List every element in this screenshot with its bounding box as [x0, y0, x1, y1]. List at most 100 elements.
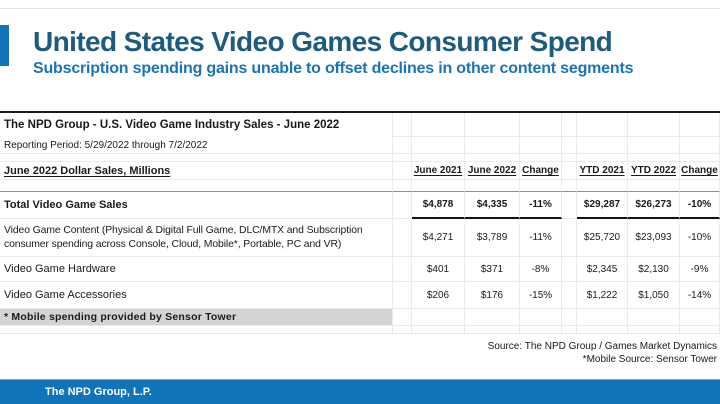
- empty-cell: [562, 154, 577, 162]
- value-hardware-june-2022: $371: [465, 257, 520, 282]
- empty-cell: [562, 162, 577, 180]
- empty-cell: [680, 326, 720, 334]
- value-content-ytd-2021: $25,720: [577, 219, 628, 257]
- value-content-june-2021: $4,271: [412, 219, 465, 257]
- empty-cell: [412, 309, 465, 326]
- value-total-change-ytd: -10%: [680, 192, 720, 219]
- empty-cell: [412, 154, 465, 162]
- empty-cell: [465, 154, 520, 162]
- empty-cell: [628, 326, 680, 334]
- empty-cell: [680, 309, 720, 326]
- top-divider-line: [0, 8, 720, 9]
- value-content-june-2022: $3,789: [465, 219, 520, 257]
- empty-cell: [562, 113, 577, 137]
- empty-cell: [628, 154, 680, 162]
- footer-bar: The NPD Group, L.P.: [0, 379, 720, 404]
- empty-cell: [577, 180, 628, 192]
- empty-cell: [465, 309, 520, 326]
- value-accessories-change-month: -15%: [520, 282, 562, 309]
- row-label-total: Total Video Game Sales: [0, 192, 393, 219]
- row-label-accessories: Video Game Accessories: [0, 282, 393, 309]
- footer-label: The NPD Group, L.P.: [45, 386, 152, 398]
- sales-table: The NPD Group - U.S. Video Game Industry…: [0, 111, 720, 334]
- value-total-june-2021: $4,878: [412, 192, 465, 219]
- source-line-2: *Mobile Source: Sensor Tower: [582, 353, 717, 365]
- empty-cell: [520, 326, 562, 334]
- empty-cell: [680, 154, 720, 162]
- col-header-ytd-2021: YTD 2021: [577, 162, 628, 180]
- empty-cell: [562, 309, 577, 326]
- empty-cell: [520, 154, 562, 162]
- empty-cell: [393, 257, 412, 282]
- empty-cell: [680, 180, 720, 192]
- value-accessories-change-ytd: -14%: [680, 282, 720, 309]
- value-accessories-june-2021: $206: [412, 282, 465, 309]
- empty-cell: [412, 137, 465, 154]
- empty-cell: [680, 113, 720, 137]
- row-label-hardware: Video Game Hardware: [0, 257, 393, 282]
- empty-cell: [577, 309, 628, 326]
- empty-cell: [628, 309, 680, 326]
- empty-cell: [577, 326, 628, 334]
- empty-cell: [393, 192, 412, 219]
- value-total-june-2022: $4,335: [465, 192, 520, 219]
- col-header-ytd-2022: YTD 2022: [628, 162, 680, 180]
- source-note: Source: The NPD Group / Games Market Dyn…: [488, 341, 717, 366]
- empty-cell: [562, 326, 577, 334]
- empty-cell: [520, 309, 562, 326]
- table-row-header: June 2022 Dollar Sales, Millions: [0, 162, 393, 180]
- value-total-change-month: -11%: [520, 192, 562, 219]
- table-footnote: * Mobile spending provided by Sensor Tow…: [0, 309, 393, 326]
- empty-cell: [577, 137, 628, 154]
- accent-bar: [0, 25, 9, 66]
- value-accessories-june-2022: $176: [465, 282, 520, 309]
- empty-cell: [562, 282, 577, 309]
- empty-cell: [465, 113, 520, 137]
- empty-cell: [562, 137, 577, 154]
- value-hardware-change-month: -8%: [520, 257, 562, 282]
- empty-cell: [393, 162, 412, 180]
- empty-cell: [0, 154, 393, 162]
- value-accessories-ytd-2021: $1,222: [577, 282, 628, 309]
- empty-cell: [520, 180, 562, 192]
- empty-cell: [628, 180, 680, 192]
- empty-cell: [412, 326, 465, 334]
- empty-cell: [520, 137, 562, 154]
- empty-cell: [393, 154, 412, 162]
- empty-cell: [393, 113, 412, 137]
- table-title: The NPD Group - U.S. Video Game Industry…: [0, 113, 393, 137]
- col-header-june-2021: June 2021: [412, 162, 465, 180]
- reporting-period: Reporting Period: 5/29/2022 through 7/2/…: [0, 137, 393, 154]
- value-content-ytd-2022: $23,093: [628, 219, 680, 257]
- value-content-change-month: -11%: [520, 219, 562, 257]
- page-subtitle: Subscription spending gains unable to of…: [33, 60, 634, 77]
- col-header-change-ytd: Change: [680, 162, 720, 180]
- empty-cell: [393, 219, 412, 257]
- empty-cell: [465, 326, 520, 334]
- empty-cell: [628, 137, 680, 154]
- value-content-change-ytd: -10%: [680, 219, 720, 257]
- empty-cell: [0, 326, 393, 334]
- empty-cell: [412, 180, 465, 192]
- value-total-ytd-2022: $26,273: [628, 192, 680, 219]
- row-label-content: Video Game Content (Physical & Digital F…: [0, 219, 393, 257]
- empty-cell: [412, 113, 465, 137]
- source-line-1: Source: The NPD Group / Games Market Dyn…: [487, 341, 717, 352]
- empty-cell: [577, 113, 628, 137]
- value-hardware-june-2021: $401: [412, 257, 465, 282]
- empty-cell: [562, 219, 577, 257]
- empty-cell: [680, 137, 720, 154]
- empty-cell: [393, 309, 412, 326]
- col-header-change-month: Change: [520, 162, 562, 180]
- value-accessories-ytd-2022: $1,050: [628, 282, 680, 309]
- empty-cell: [562, 192, 577, 219]
- empty-cell: [465, 137, 520, 154]
- empty-cell: [393, 180, 412, 192]
- empty-cell: [393, 137, 412, 154]
- value-hardware-ytd-2022: $2,130: [628, 257, 680, 282]
- empty-cell: [562, 257, 577, 282]
- page-title: United States Video Games Consumer Spend: [33, 26, 613, 57]
- empty-cell: [393, 326, 412, 334]
- empty-cell: [465, 180, 520, 192]
